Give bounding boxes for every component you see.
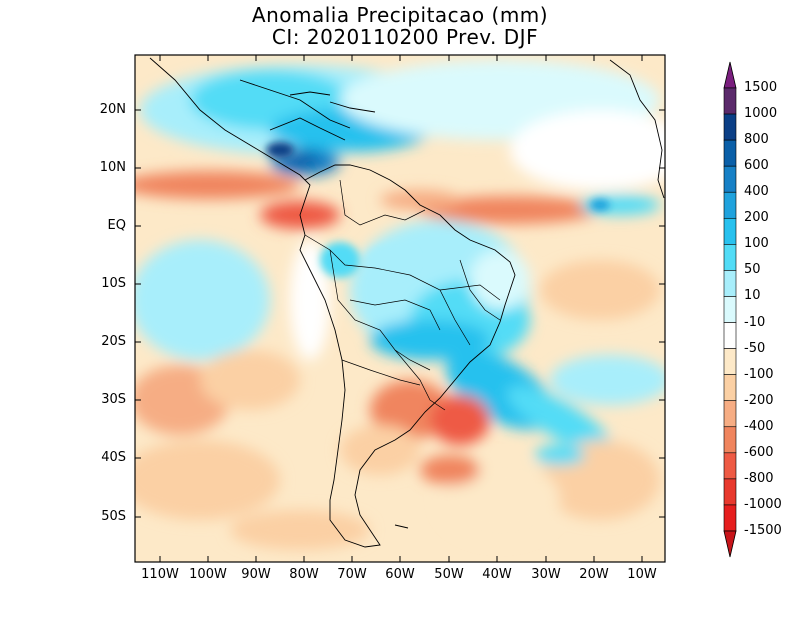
- colorbar-label: -1500: [744, 523, 782, 538]
- colorbar-swatch: [723, 217, 737, 245]
- colorbar-label: 600: [744, 158, 769, 174]
- map-subtitle: CI: 2020110200 Prev. DJF: [271, 25, 539, 49]
- lat-label-40s: 40S: [101, 450, 126, 465]
- colorbar-bottom-arrow: [723, 530, 737, 558]
- colorbar-swatch: [723, 478, 737, 506]
- colorbar-top-arrow: [723, 61, 737, 89]
- colorbar-label: -50: [744, 340, 766, 356]
- colorbar-swatch: [723, 113, 737, 141]
- colorbar-swatch: [723, 452, 737, 480]
- lon-label-50w: 50W: [434, 567, 464, 582]
- country-borders: [304, 179, 501, 411]
- colorbar-swatch: [723, 165, 737, 193]
- lat-label-10s: 10S: [101, 276, 126, 291]
- colorbar-swatch: [723, 322, 737, 349]
- lon-label-110w: 110W: [141, 567, 179, 582]
- colorbar-swatch: [723, 87, 737, 115]
- lon-label-70w: 70W: [337, 567, 367, 582]
- colorbar-swatch: [723, 191, 737, 219]
- lon-label-10w: 10W: [627, 567, 657, 582]
- colorbar-swatch: [723, 270, 737, 297]
- colorbar-label: -100: [744, 366, 774, 382]
- colorbar-label: 1000: [744, 106, 778, 122]
- lon-label-80w: 80W: [289, 567, 319, 582]
- colorbar-label: 50: [744, 262, 761, 278]
- map-title: Anomalia Precipitacao (mm): [251, 3, 549, 27]
- colorbar-label: -1000: [744, 496, 782, 512]
- colorbar-swatch: [723, 504, 737, 532]
- lon-label-20w: 20W: [579, 567, 609, 582]
- lon-label-90w: 90W: [241, 567, 271, 582]
- lat-label-10n: 10N: [99, 160, 126, 175]
- colorbar-swatch: [723, 244, 737, 271]
- colorbar-label: 1500: [744, 80, 778, 95]
- colorbar-label: 200: [744, 210, 769, 226]
- colorbar-label: -200: [744, 392, 774, 408]
- anomaly-field: [135, 55, 665, 562]
- lon-label-30w: 30W: [531, 567, 561, 582]
- axis-ticks: [135, 55, 665, 562]
- colorbar: [723, 61, 737, 558]
- colorbar-label: -800: [744, 470, 774, 486]
- lat-label-eq: EQ: [107, 218, 126, 233]
- colorbar-label: -400: [744, 418, 774, 434]
- colorbar-swatch: [723, 139, 737, 167]
- colorbar-label: 400: [744, 184, 769, 200]
- colorbar-swatch: [723, 296, 737, 323]
- colorbar-label: 10: [744, 288, 761, 304]
- colorbar-swatch: [723, 426, 737, 454]
- coastlines: [149, 57, 665, 548]
- lon-label-40w: 40W: [482, 567, 512, 582]
- colorbar-label: 100: [744, 236, 769, 252]
- colorbar-swatch: [723, 374, 737, 402]
- lat-label-50s: 50S: [101, 509, 126, 524]
- lat-label-20s: 20S: [101, 334, 126, 349]
- colorbar-swatch: [723, 400, 737, 428]
- lon-label-100w: 100W: [189, 567, 227, 582]
- colorbar-label: -10: [744, 314, 766, 330]
- lat-label-30s: 30S: [101, 392, 126, 407]
- colorbar-label: 800: [744, 132, 769, 148]
- colorbar-swatch: [723, 348, 737, 375]
- colorbar-label: -600: [744, 444, 774, 460]
- lat-label-20n: 20N: [99, 102, 126, 117]
- lon-label-60w: 60W: [385, 567, 415, 582]
